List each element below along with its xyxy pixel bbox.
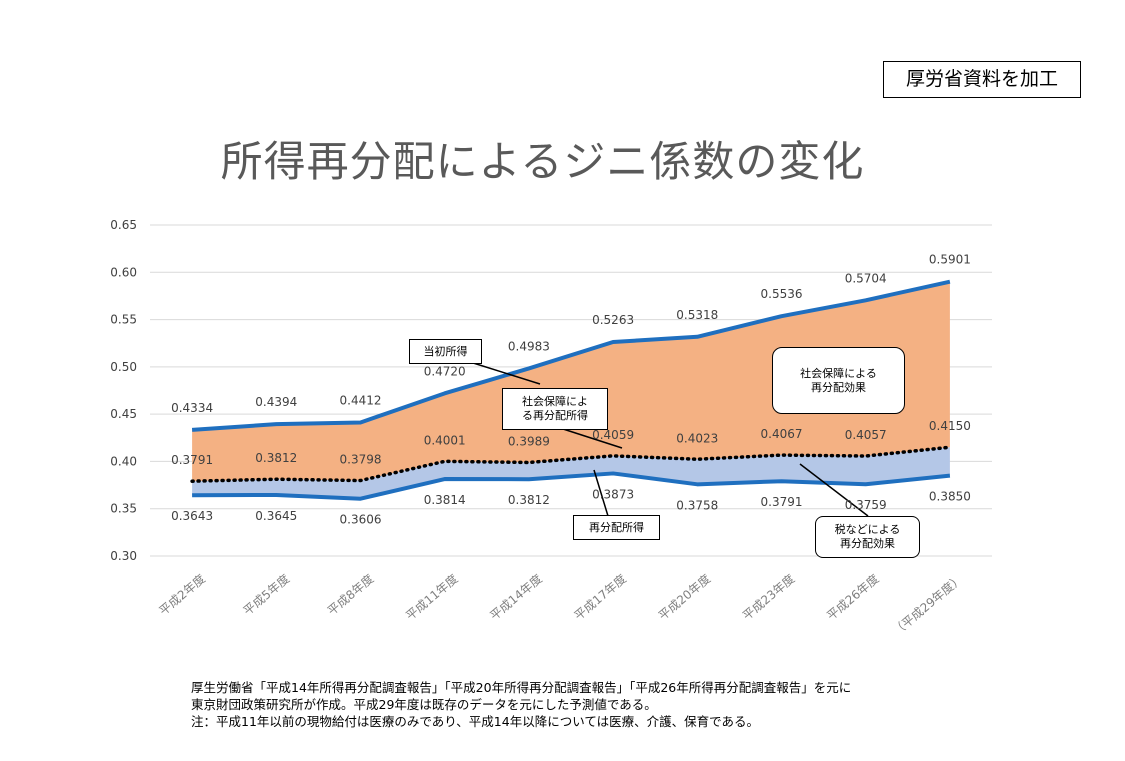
data-label-redistributed: 0.3812 <box>508 493 550 507</box>
note-line: 注：平成11年以前の現物給付は医療のみであり、平成14年以降については医療、介護… <box>191 714 759 729</box>
data-label-initial: 0.5536 <box>761 287 803 301</box>
data-label-social: 0.4150 <box>929 419 971 433</box>
callout-connector <box>469 361 541 385</box>
x-tick-label: 平成8年度 <box>324 571 376 618</box>
callout-redistributed-income: 再分配所得 <box>573 515 660 540</box>
data-label-social: 0.4023 <box>676 431 718 445</box>
data-label-social: 0.4057 <box>845 428 887 442</box>
callout-social-redistribution-income: 社会保障によ る再分配所得 <box>502 388 608 430</box>
data-label-initial: 0.5318 <box>676 308 718 322</box>
data-label-initial: 0.5901 <box>929 253 971 267</box>
note-line: 厚生労働省「平成14年所得再分配調査報告」「平成20年所得再分配調査報告」「平成… <box>191 680 852 695</box>
data-label-initial: 0.5263 <box>592 313 634 327</box>
callout-line: 再分配効果 <box>810 380 866 394</box>
y-tick-label: 0.60 <box>110 265 137 279</box>
x-tick-label: 平成26年度 <box>824 571 882 623</box>
data-label-redistributed: 0.3873 <box>592 487 634 501</box>
x-tick-label: 平成17年度 <box>571 571 629 623</box>
callout-line: 社会保障による <box>800 366 877 380</box>
y-tick-label: 0.55 <box>110 313 137 327</box>
callout-connector <box>559 427 623 449</box>
callout-connector <box>799 463 869 517</box>
callout-connector <box>593 469 609 517</box>
data-label-redistributed: 0.3791 <box>761 495 803 509</box>
y-tick-label: 0.50 <box>110 360 137 374</box>
x-tick-label: 平成14年度 <box>487 571 545 623</box>
chart-title: 所得再分配によるジニ係数の変化 <box>220 137 865 186</box>
callout-line: る再分配所得 <box>522 409 588 422</box>
x-tick-label: 平成5年度 <box>240 571 292 618</box>
callout-line: 社会保障によ <box>522 395 588 408</box>
data-label-social: 0.3989 <box>508 434 550 448</box>
data-label-social: 0.3791 <box>171 453 213 467</box>
data-label-redistributed: 0.3606 <box>340 513 382 527</box>
data-label-redistributed: 0.3643 <box>171 509 213 523</box>
data-label-redistributed: 0.3645 <box>255 509 297 523</box>
area-tax-effect <box>192 447 950 499</box>
callout-tax-effect: 税などによる 再分配効果 <box>815 516 920 558</box>
data-label-initial: 0.4412 <box>340 393 382 407</box>
data-label-social: 0.4067 <box>761 427 803 441</box>
data-label-redistributed: 0.3850 <box>929 490 971 504</box>
data-label-social: 0.3812 <box>255 451 297 465</box>
callout-social-security-effect: 社会保障による 再分配効果 <box>772 347 905 414</box>
line-initial-income <box>191 279 951 432</box>
data-label-initial: 0.4983 <box>508 339 550 353</box>
data-label-social: 0.4001 <box>424 433 466 447</box>
y-tick-label: 0.30 <box>110 549 137 563</box>
note-line: 東京財団政策研究所が作成。平成29年度は既存のデータを元にした予測値である。 <box>191 697 657 712</box>
y-tick-label: 0.40 <box>110 454 137 468</box>
x-tick-label: 平成11年度 <box>403 571 461 623</box>
callout-line: 再分配効果 <box>839 537 895 550</box>
data-label-redistributed: 0.3758 <box>676 498 718 512</box>
y-tick-label: 0.65 <box>110 218 137 232</box>
callout-line: 当初所得 <box>423 344 468 358</box>
source-label: 厚労省資料を加工 <box>883 61 1081 98</box>
data-label-social: 0.3798 <box>340 453 382 467</box>
callout-line: 税などによる <box>834 523 901 536</box>
data-label-initial: 0.4720 <box>424 364 466 378</box>
line-social-redistribution-income <box>190 445 952 483</box>
x-tick-label: （平成29年度） <box>889 571 966 639</box>
source-notes: 厚生労働省「平成14年所得再分配調査報告」「平成20年所得再分配調査報告」「平成… <box>191 679 1071 730</box>
data-label-redistributed: 0.3759 <box>845 498 887 512</box>
data-label-social: 0.4059 <box>592 428 634 442</box>
x-tick-label: 平成2年度 <box>156 571 208 618</box>
callout-line: 再分配所得 <box>589 520 644 534</box>
x-tick-label: 平成20年度 <box>655 571 713 623</box>
data-label-redistributed: 0.3814 <box>424 493 466 507</box>
x-tick-label: 平成23年度 <box>739 571 797 623</box>
callout-initial-income: 当初所得 <box>409 339 482 364</box>
y-tick-label: 0.45 <box>110 407 137 421</box>
area-social-security-effect <box>192 281 950 482</box>
data-label-initial: 0.4394 <box>255 395 297 409</box>
data-label-initial: 0.5704 <box>845 271 887 285</box>
data-label-initial: 0.4334 <box>171 401 213 415</box>
y-tick-label: 0.35 <box>110 502 137 516</box>
